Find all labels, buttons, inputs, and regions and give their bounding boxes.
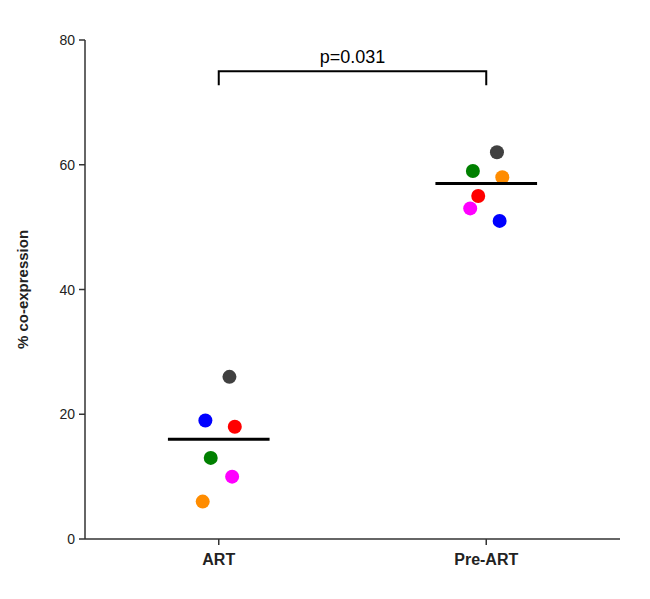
y-axis-title: % co-expression: [14, 230, 31, 349]
dot: [493, 214, 507, 228]
y-tick-label: 60: [59, 157, 75, 173]
chart: 0 20 40 60 80 ART Pre-ART % co-expression p=0.03…: [0, 0, 650, 599]
y-tick: [79, 164, 85, 166]
dot: [471, 189, 485, 203]
y-tick: [79, 538, 85, 540]
y-tick: [79, 39, 85, 41]
median-line: [435, 182, 537, 185]
axes: 0 20 40 60 80 ART Pre-ART: [59, 32, 620, 568]
dot: [463, 201, 477, 215]
dot: [204, 451, 218, 465]
x-tick: [218, 539, 220, 545]
y-tick: [79, 289, 85, 291]
significance-bracket: [219, 71, 487, 85]
y-tick-label: 20: [59, 406, 75, 422]
dot: [228, 420, 242, 434]
plot-area: [168, 71, 537, 508]
x-tick-label: Pre-ART: [454, 551, 518, 568]
dot: [196, 495, 210, 509]
y-tick-label: 0: [67, 531, 75, 547]
dot: [225, 470, 239, 484]
x-axis-line: [85, 538, 620, 540]
y-tick: [79, 414, 85, 416]
dot: [490, 145, 504, 159]
dot: [222, 370, 236, 384]
y-tick-label: 40: [59, 282, 75, 298]
median-line: [168, 438, 270, 441]
x-tick: [486, 539, 488, 545]
dot: [198, 413, 212, 427]
y-tick-label: 80: [59, 32, 75, 48]
p-value: p=0.031: [320, 47, 386, 67]
x-tick-label: ART: [202, 551, 235, 568]
dot: [466, 164, 480, 178]
